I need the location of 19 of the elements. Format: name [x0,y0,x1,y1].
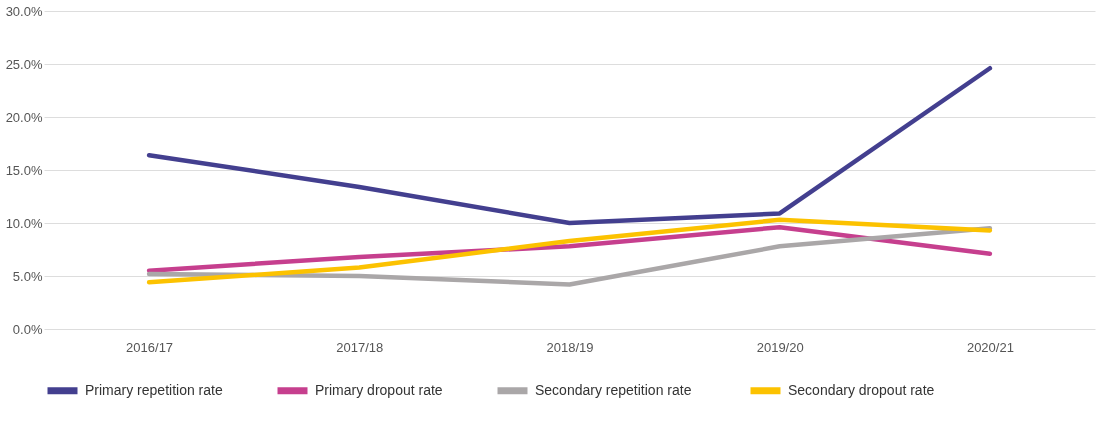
y-tick-label: 25.0% [5,56,43,72]
legend-label: Secondary dropout rate [788,381,935,398]
y-tick-label: 5.0% [12,268,43,284]
x-tick-label: 2018/19 [546,339,594,355]
legend-label: Primary dropout rate [315,381,443,398]
x-tick-label: 2019/20 [756,339,804,355]
x-tick-label: 2020/21 [966,339,1014,355]
legend-label: Primary repetition rate [85,381,223,398]
legend-label: Secondary repetition rate [535,381,692,398]
y-tick-label: 10.0% [5,215,43,231]
x-tick-label: 2016/17 [126,339,174,355]
y-tick-label: 30.0% [5,3,43,19]
line-series [146,65,993,226]
x-tick-label: 2017/18 [336,339,384,355]
line-series [146,226,993,287]
y-tick-label: 0.0% [12,321,43,337]
y-tick-label: 15.0% [5,162,43,178]
line-series [146,217,993,285]
y-tick-label: 20.0% [5,109,43,125]
